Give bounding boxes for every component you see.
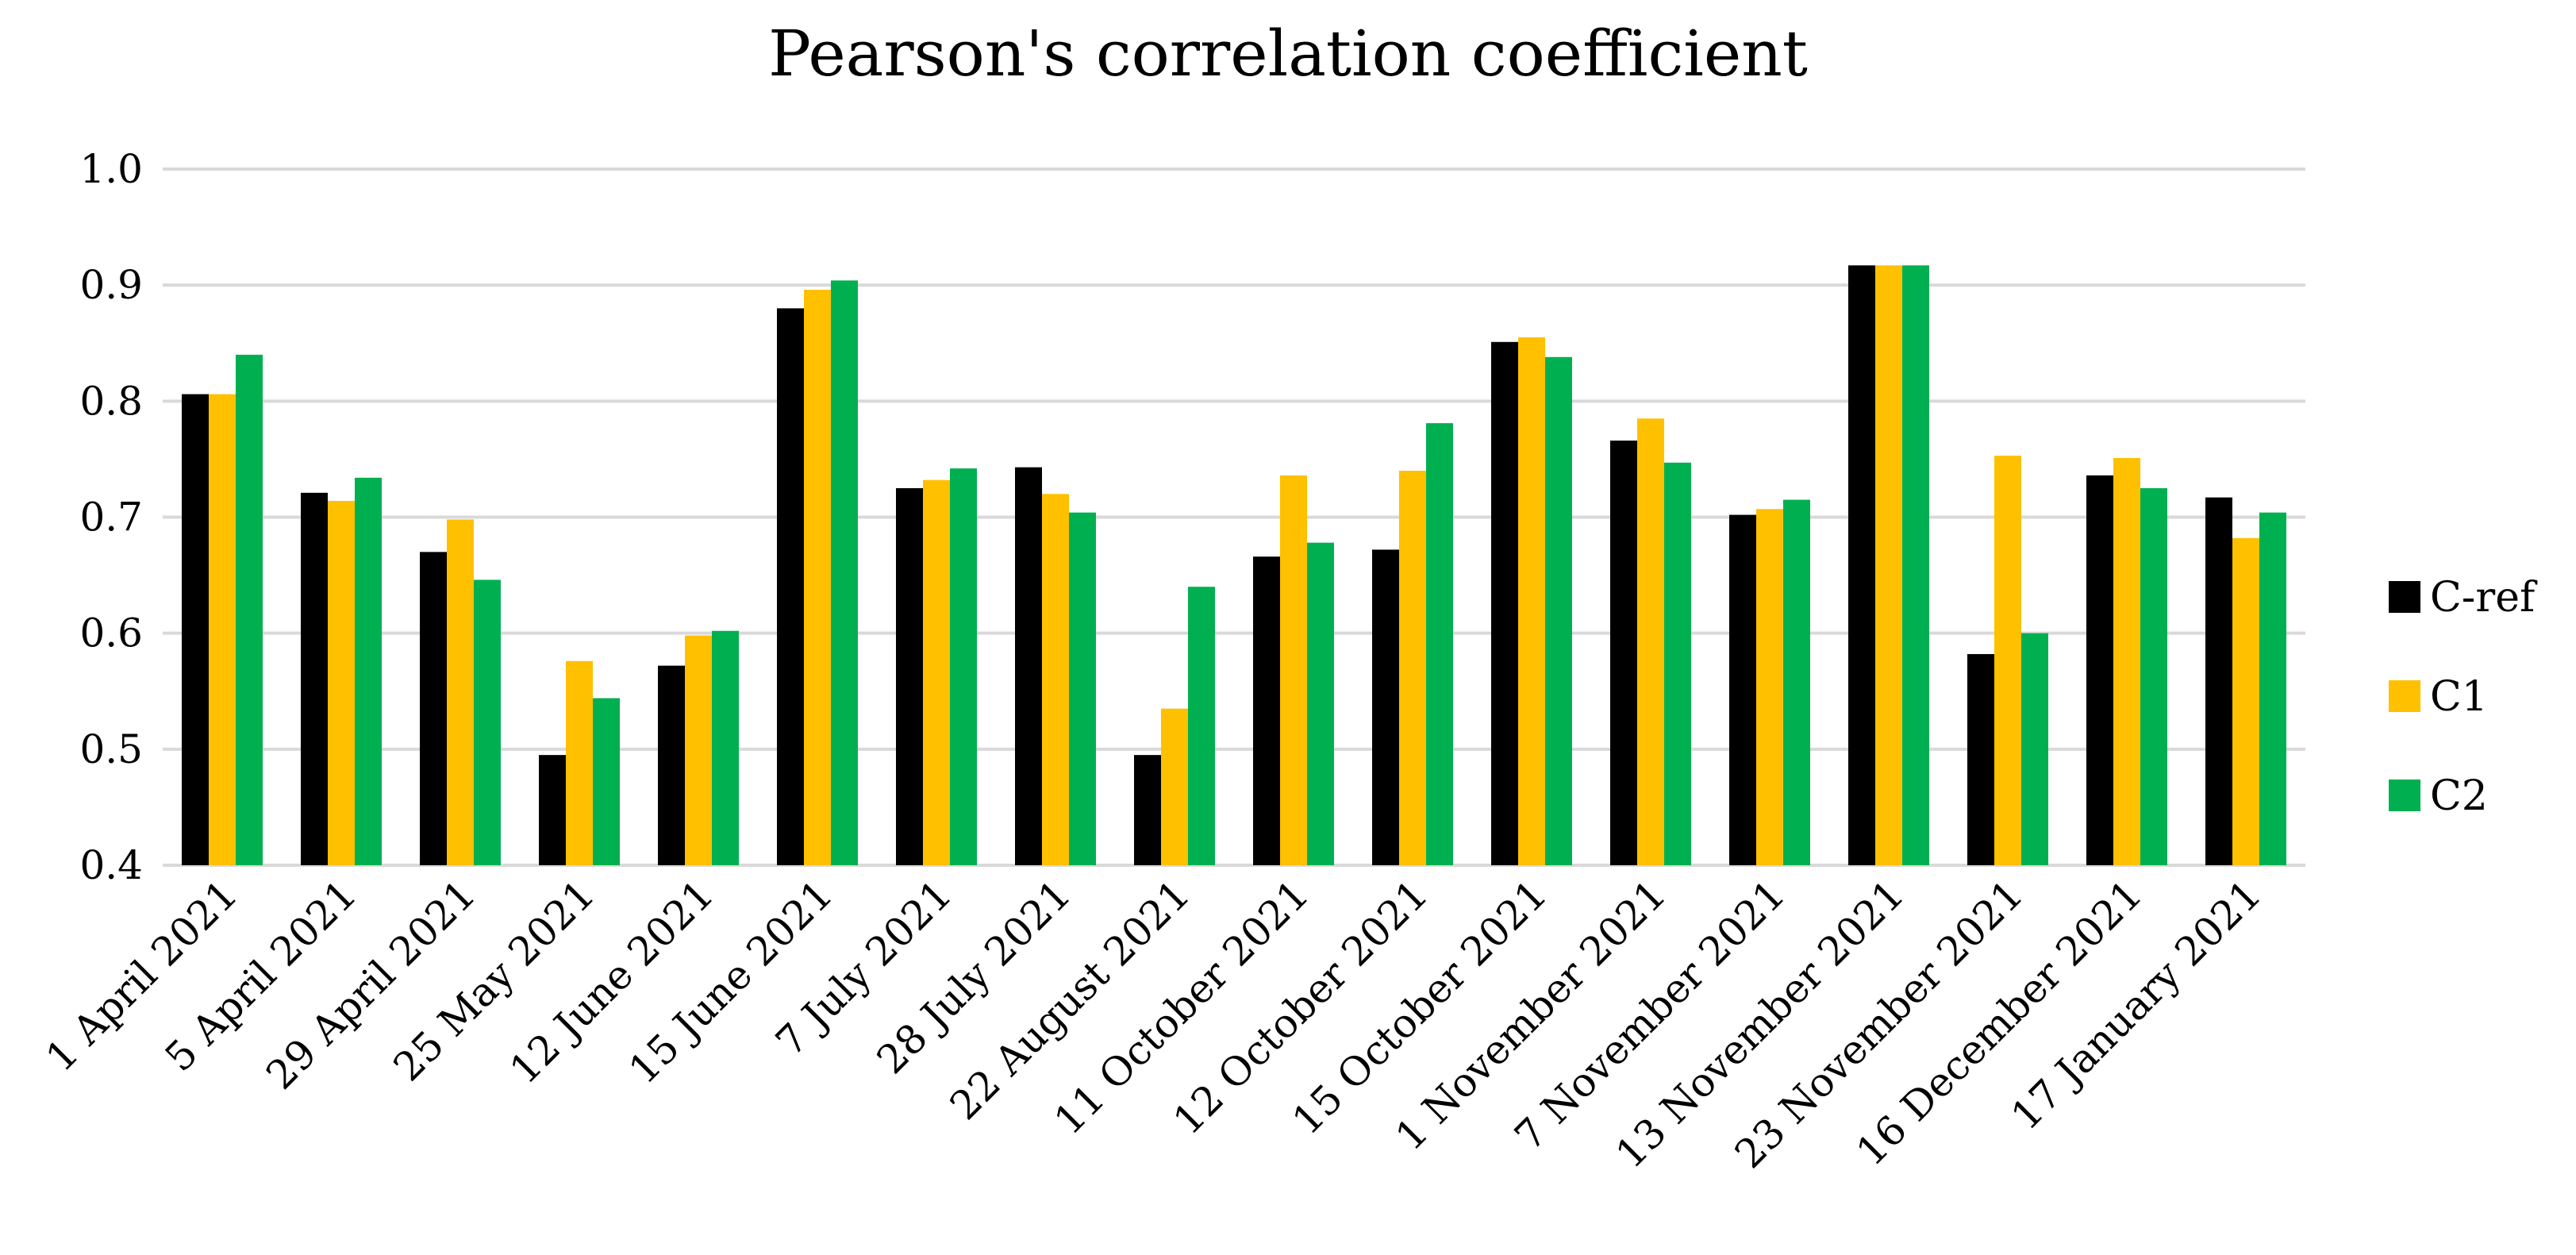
x-tick-label: 25 May 2021 — [385, 871, 604, 1090]
bar-c2-15 — [1902, 265, 1929, 865]
bar-c2-5 — [712, 630, 739, 865]
bar-c-ref-17 — [2086, 475, 2113, 865]
bar-c2-14 — [1783, 499, 1810, 865]
bar-c-ref-7 — [896, 487, 923, 865]
bar-c1-4 — [566, 660, 593, 865]
bar-c2-9 — [1188, 587, 1215, 865]
bar-c-ref-6 — [777, 308, 804, 865]
bar-c-ref-11 — [1372, 549, 1399, 865]
bar-c2-17 — [2140, 487, 2167, 865]
legend-label-c-ref: C-ref — [2430, 574, 2538, 622]
bar-c-ref-1 — [182, 394, 209, 865]
bar-c-ref-2 — [301, 492, 328, 865]
y-tick-label: 0.6 — [79, 610, 143, 656]
bar-layer — [182, 265, 2286, 866]
bar-c2-2 — [355, 477, 382, 865]
bar-c2-7 — [950, 468, 977, 865]
bar-c1-16 — [1994, 456, 2021, 865]
bar-c1-14 — [1756, 509, 1783, 865]
legend: C-ref C1 C2 — [2389, 574, 2538, 820]
bar-c1-17 — [2113, 457, 2140, 865]
bar-c-ref-14 — [1729, 514, 1756, 865]
legend-swatch-c1 — [2389, 680, 2420, 712]
x-tick-label: 12 June 2021 — [501, 871, 722, 1092]
bar-c2-10 — [1307, 542, 1334, 865]
y-tick-label: 0.4 — [79, 842, 143, 888]
bar-c-ref-5 — [658, 665, 685, 865]
bar-c1-1 — [209, 394, 236, 865]
bar-c-ref-9 — [1134, 755, 1161, 865]
bar-c-ref-4 — [539, 755, 566, 865]
x-tick-label: 29 April 2021 — [257, 871, 484, 1098]
legend-swatch-c-ref — [2389, 581, 2420, 613]
y-tick-label: 0.8 — [79, 378, 143, 424]
bar-c2-6 — [831, 280, 858, 865]
chart-title: Pearson's correlation coefficient — [768, 17, 1808, 90]
bar-c-ref-18 — [2205, 497, 2232, 865]
bar-c1-5 — [685, 635, 712, 865]
bar-c-ref-15 — [1848, 265, 1875, 865]
bar-c1-7 — [923, 479, 950, 865]
bar-c2-16 — [2021, 633, 2048, 865]
bar-c-ref-16 — [1967, 653, 1994, 865]
bar-c-ref-13 — [1610, 441, 1637, 865]
bar-c2-4 — [593, 698, 620, 865]
legend-label-c1: C1 — [2430, 673, 2488, 721]
x-tick-label: 15 June 2021 — [620, 871, 841, 1092]
bar-c2-1 — [236, 354, 263, 865]
bar-c2-11 — [1426, 423, 1453, 865]
bar-c1-2 — [328, 501, 355, 865]
bar-c1-12 — [1518, 337, 1545, 866]
bar-c-ref-3 — [420, 552, 447, 865]
bar-c-ref-8 — [1015, 467, 1042, 865]
y-tick-label: 0.9 — [79, 262, 143, 308]
bar-c1-11 — [1399, 471, 1426, 865]
bar-c1-13 — [1637, 418, 1664, 865]
bar-c1-6 — [804, 290, 831, 866]
bar-c1-18 — [2232, 537, 2259, 865]
grid-layer — [163, 167, 2305, 867]
legend-label-c2: C2 — [2430, 772, 2488, 820]
y-tick-label: 0.5 — [79, 726, 143, 772]
y-tick-label: 1.0 — [79, 146, 143, 192]
bar-c1-15 — [1875, 265, 1902, 865]
bar-c1-3 — [447, 519, 474, 865]
bar-c1-8 — [1042, 494, 1069, 865]
bar-c-ref-12 — [1491, 341, 1518, 865]
legend-swatch-c2 — [2389, 780, 2420, 811]
y-tick-label: 0.7 — [79, 495, 143, 541]
bar-c2-12 — [1545, 356, 1572, 865]
bar-c-ref-10 — [1253, 556, 1280, 865]
bar-c2-13 — [1664, 462, 1691, 865]
bar-c2-18 — [2259, 512, 2286, 865]
y-axis-tick-labels: 0.4 0.5 0.6 0.7 0.8 0.9 1.0 — [79, 146, 143, 888]
bar-c2-3 — [474, 579, 501, 865]
bar-c1-10 — [1280, 475, 1307, 865]
bar-c2-8 — [1069, 512, 1096, 865]
bar-c1-9 — [1161, 708, 1188, 865]
